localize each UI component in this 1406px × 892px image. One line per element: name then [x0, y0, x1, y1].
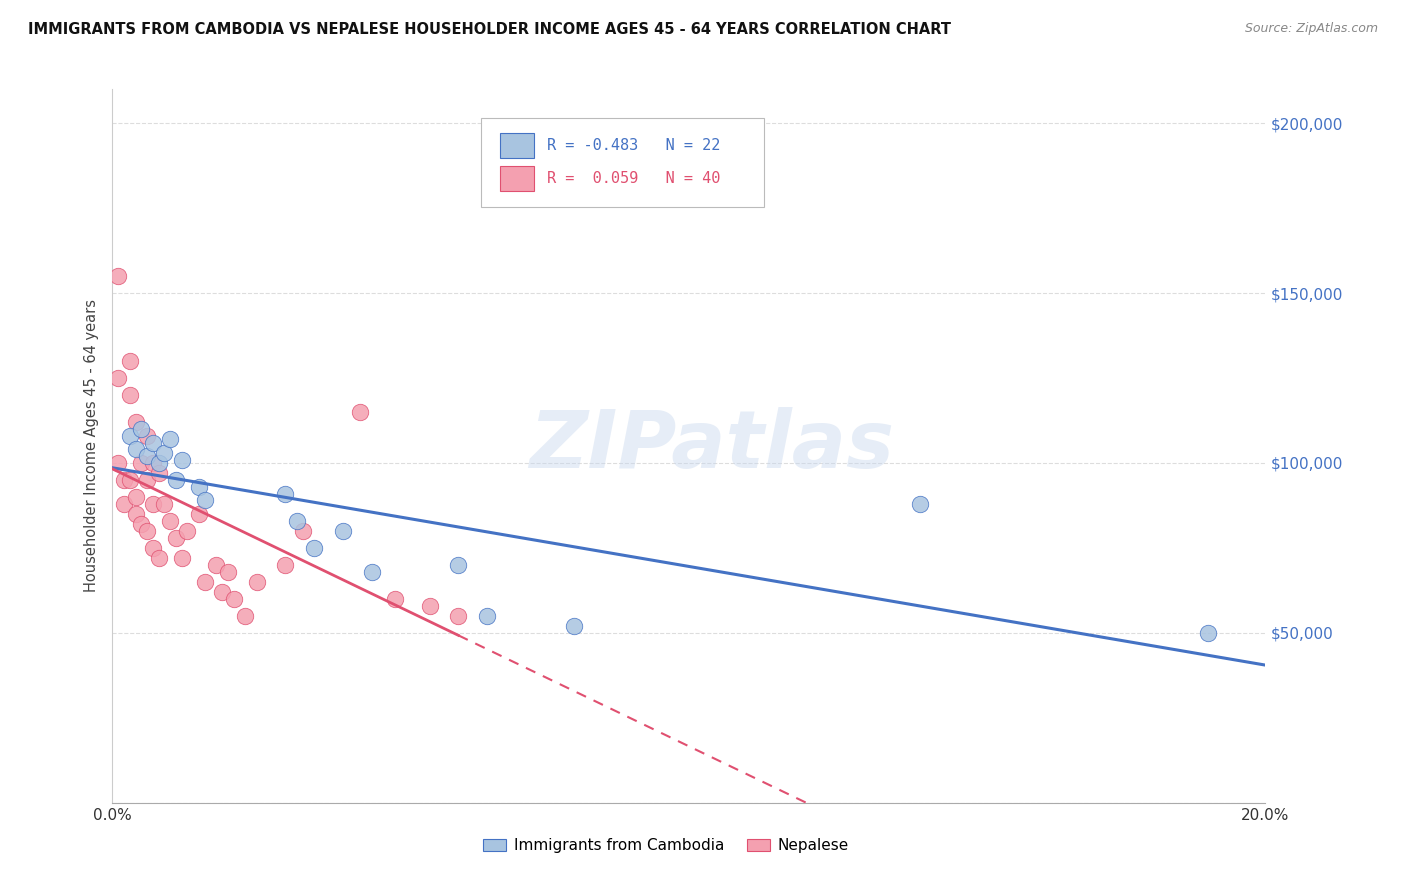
- Point: [447, 558, 470, 572]
- Point: [188, 507, 211, 521]
- Point: [170, 551, 193, 566]
- Point: [246, 574, 269, 589]
- Point: [124, 442, 146, 457]
- Point: [384, 591, 406, 606]
- Text: IMMIGRANTS FROM CAMBODIA VS NEPALESE HOUSEHOLDER INCOME AGES 45 - 64 YEARS CORRE: IMMIGRANTS FROM CAMBODIA VS NEPALESE HOU…: [28, 22, 950, 37]
- FancyBboxPatch shape: [501, 166, 534, 191]
- Point: [159, 432, 181, 446]
- Text: Source: ZipAtlas.com: Source: ZipAtlas.com: [1244, 22, 1378, 36]
- Y-axis label: Householder Income Ages 45 - 64 years: Householder Income Ages 45 - 64 years: [84, 300, 100, 592]
- Point: [205, 558, 228, 572]
- Point: [136, 473, 159, 487]
- Point: [107, 456, 129, 470]
- Point: [129, 422, 153, 436]
- Point: [217, 565, 239, 579]
- Point: [107, 371, 129, 385]
- Text: R =  0.059   N = 40: R = 0.059 N = 40: [547, 171, 720, 186]
- Point: [274, 558, 297, 572]
- Text: ZIPatlas: ZIPatlas: [530, 407, 894, 485]
- Point: [142, 541, 165, 555]
- Point: [1197, 626, 1219, 640]
- Point: [475, 608, 499, 623]
- Point: [136, 449, 159, 463]
- Point: [159, 514, 181, 528]
- Point: [194, 574, 217, 589]
- Point: [908, 497, 931, 511]
- Text: R = -0.483   N = 22: R = -0.483 N = 22: [547, 138, 720, 153]
- Point: [142, 456, 165, 470]
- Point: [112, 473, 135, 487]
- Point: [332, 524, 354, 538]
- Point: [222, 591, 245, 606]
- Point: [233, 608, 256, 623]
- Point: [176, 524, 198, 538]
- Point: [118, 473, 141, 487]
- Point: [136, 524, 159, 538]
- Point: [170, 452, 193, 467]
- Point: [148, 456, 170, 470]
- Point: [129, 456, 153, 470]
- Point: [211, 585, 233, 599]
- Point: [153, 497, 176, 511]
- Point: [562, 619, 585, 633]
- Point: [349, 405, 371, 419]
- Point: [124, 490, 146, 504]
- Point: [304, 541, 326, 555]
- Point: [124, 415, 146, 429]
- Point: [360, 565, 382, 579]
- Point: [118, 388, 141, 402]
- Point: [118, 354, 141, 368]
- Point: [112, 497, 135, 511]
- Point: [188, 480, 211, 494]
- Point: [447, 608, 470, 623]
- Point: [291, 524, 314, 538]
- Point: [165, 531, 187, 545]
- Point: [153, 446, 176, 460]
- Point: [285, 514, 308, 528]
- Point: [419, 599, 441, 613]
- FancyBboxPatch shape: [481, 118, 763, 207]
- Point: [148, 466, 170, 480]
- Point: [142, 435, 165, 450]
- Point: [165, 473, 187, 487]
- Point: [107, 269, 129, 284]
- Point: [124, 507, 146, 521]
- Legend: Immigrants from Cambodia, Nepalese: Immigrants from Cambodia, Nepalese: [477, 832, 855, 859]
- Point: [136, 429, 159, 443]
- FancyBboxPatch shape: [501, 134, 534, 158]
- Point: [148, 551, 170, 566]
- Point: [274, 486, 297, 500]
- Point: [142, 497, 165, 511]
- Point: [194, 493, 217, 508]
- Point: [129, 517, 153, 532]
- Point: [118, 429, 141, 443]
